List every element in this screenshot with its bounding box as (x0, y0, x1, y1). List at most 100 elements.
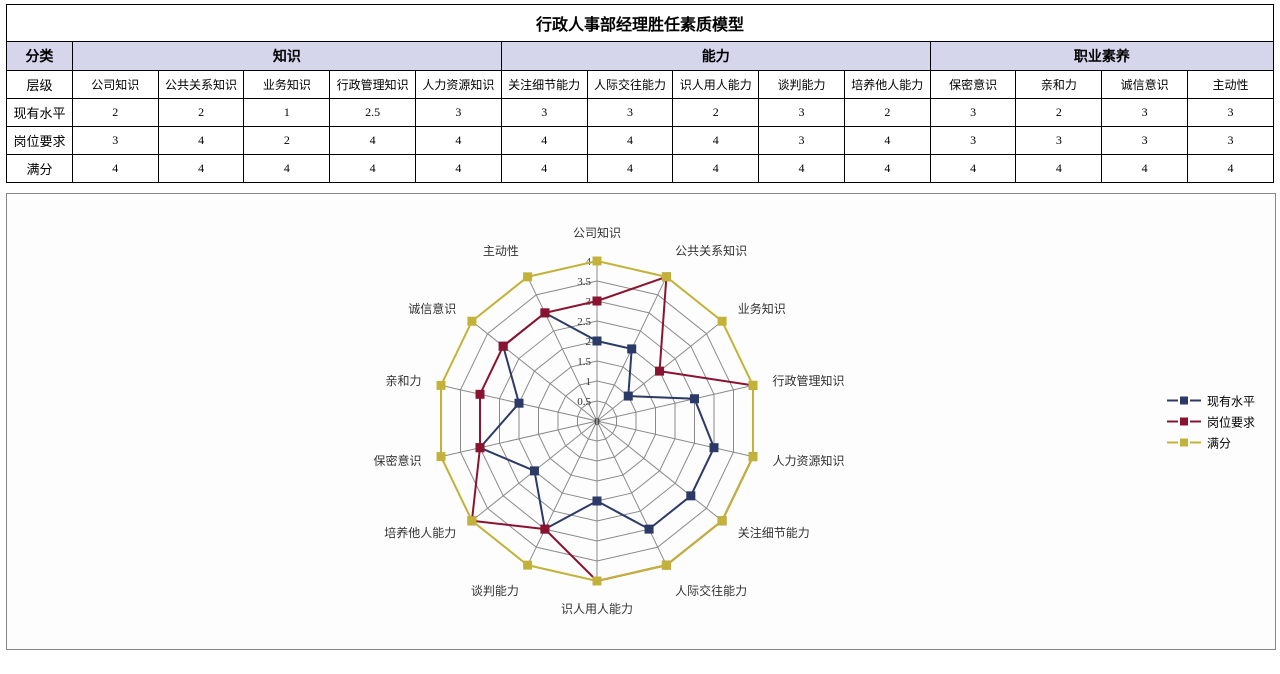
axis-label: 保密意识 (373, 453, 421, 468)
table-cell: 4 (1102, 155, 1188, 183)
legend-item: 满分 (1167, 434, 1255, 451)
series-marker (593, 337, 601, 345)
table-cell: 3 (1016, 127, 1102, 155)
dimension-header: 亲和力 (1016, 71, 1102, 99)
table-cell: 4 (244, 155, 330, 183)
table-cell: 3 (501, 99, 587, 127)
svg-text:2.5: 2.5 (577, 316, 591, 328)
legend-item: 现有水平 (1167, 392, 1255, 409)
dimension-header: 公共关系知识 (158, 71, 244, 99)
table-cell: 3 (1102, 127, 1188, 155)
row-header: 满分 (7, 155, 73, 183)
svg-text:0: 0 (594, 416, 600, 428)
table-cell: 3 (930, 99, 1016, 127)
series-marker (749, 381, 757, 389)
table-cell: 2 (673, 99, 759, 127)
table-cell: 2 (244, 127, 330, 155)
dimension-header: 保密意识 (930, 71, 1016, 99)
axis-label: 识人用人能力 (561, 602, 633, 616)
series-marker (662, 561, 670, 569)
series-marker (624, 392, 632, 400)
table-cell: 3 (759, 99, 845, 127)
series-marker (499, 342, 507, 350)
axis-label: 人力资源知识 (772, 454, 844, 468)
svg-text:1: 1 (586, 376, 592, 388)
chart-legend: 现有水平岗位要求满分 (1167, 388, 1255, 455)
series-required (472, 277, 753, 581)
series-marker (710, 444, 718, 452)
series-marker (524, 561, 532, 569)
dimension-header: 行政管理知识 (330, 71, 416, 99)
table-cell: 2 (1016, 99, 1102, 127)
dimension-header: 关注细节能力 (501, 71, 587, 99)
table-cell: 4 (501, 127, 587, 155)
table-cell: 2 (72, 99, 158, 127)
series-marker (468, 317, 476, 325)
table-cell: 4 (759, 155, 845, 183)
table-cell: 3 (1102, 99, 1188, 127)
table-cell: 2 (844, 99, 930, 127)
series-marker (718, 317, 726, 325)
dimension-header: 诚信意识 (1102, 71, 1188, 99)
dimension-header: 人力资源知识 (416, 71, 502, 99)
table-cell: 4 (72, 155, 158, 183)
table-cell: 3 (587, 99, 673, 127)
dimension-header: 培养他人能力 (844, 71, 930, 99)
series-marker (628, 345, 636, 353)
table-cell: 3 (1188, 127, 1274, 155)
dimension-header: 公司知识 (72, 71, 158, 99)
radar-chart: 00.511.522.533.54公司知识公共关系知识业务知识行政管理知识人力资… (7, 194, 1275, 649)
radar-chart-frame: 00.511.522.533.54公司知识公共关系知识业务知识行政管理知识人力资… (6, 193, 1276, 650)
category-header: 能力 (501, 42, 930, 71)
axis-label: 业务知识 (738, 301, 786, 316)
series-marker (437, 381, 445, 389)
series-marker (593, 297, 601, 305)
axis-label: 公共关系知识 (675, 244, 747, 258)
competency-table: 行政人事部经理胜任素质模型分类知识能力职业素养层级公司知识公共关系知识业务知识行… (6, 4, 1274, 183)
axis-label: 亲和力 (385, 374, 421, 388)
series-marker (476, 390, 484, 398)
table-cell: 4 (158, 127, 244, 155)
row-header: 现有水平 (7, 99, 73, 127)
table-cell: 4 (416, 155, 502, 183)
svg-text:3.5: 3.5 (577, 276, 591, 288)
legend-swatch (1167, 418, 1201, 426)
category-header: 职业素养 (930, 42, 1273, 71)
table-cell: 4 (330, 127, 416, 155)
axis-label: 公司知识 (573, 226, 621, 240)
table-cell: 2.5 (330, 99, 416, 127)
svg-text:0.5: 0.5 (577, 396, 591, 408)
dimension-header: 人际交往能力 (587, 71, 673, 99)
series-marker (593, 577, 601, 585)
legend-swatch (1167, 397, 1201, 405)
page-root: 行政人事部经理胜任素质模型分类知识能力职业素养层级公司知识公共关系知识业务知识行… (0, 0, 1280, 654)
dimension-header: 主动性 (1188, 71, 1274, 99)
table-cell: 4 (416, 127, 502, 155)
legend-swatch (1167, 439, 1201, 447)
table-cell: 4 (673, 127, 759, 155)
corner-level: 层级 (7, 71, 73, 99)
table-cell: 4 (844, 155, 930, 183)
table-cell: 3 (930, 127, 1016, 155)
dimension-header: 业务知识 (244, 71, 330, 99)
category-header: 知识 (72, 42, 501, 71)
series-marker (656, 367, 664, 375)
table-cell: 2 (158, 99, 244, 127)
series-marker (530, 467, 538, 475)
series-marker (690, 395, 698, 403)
series-marker (524, 273, 532, 281)
series-marker (662, 273, 670, 281)
series-marker (749, 453, 757, 461)
series-marker (645, 525, 653, 533)
series-marker (593, 497, 601, 505)
legend-label: 满分 (1207, 434, 1231, 451)
table-cell: 3 (759, 127, 845, 155)
series-marker (476, 444, 484, 452)
series-marker (468, 517, 476, 525)
dimension-header: 识人用人能力 (673, 71, 759, 99)
table-cell: 4 (673, 155, 759, 183)
table-cell: 4 (930, 155, 1016, 183)
series-marker (593, 257, 601, 265)
table-cell: 3 (72, 127, 158, 155)
table-cell: 4 (1016, 155, 1102, 183)
